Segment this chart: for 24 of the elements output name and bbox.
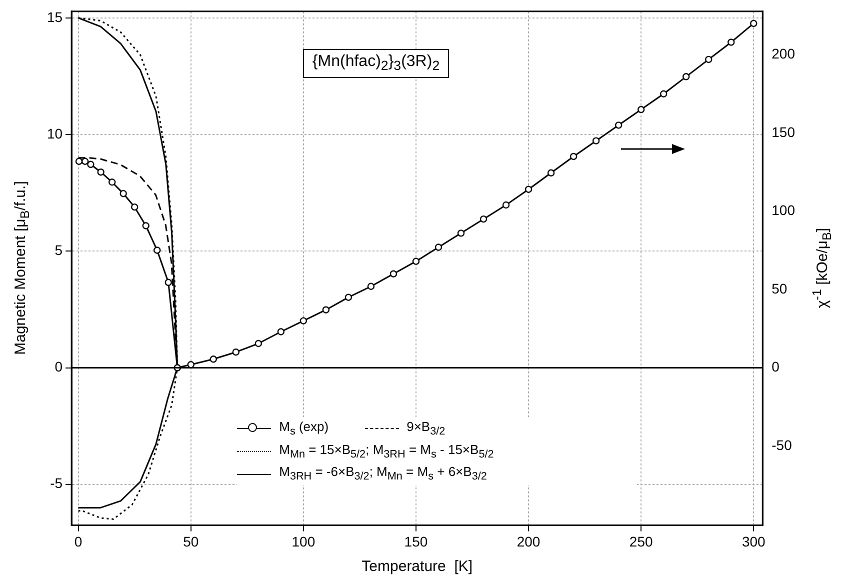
legend-label: M$_{s}$ (exp): [279, 419, 329, 438]
y2-tick-label: 200: [772, 46, 796, 62]
x-tick-label: 50: [183, 533, 199, 550]
y-tick-label: 5: [54, 242, 63, 258]
text: {Mn(hfac)$_{2}$}$_{3}$(3R)$_{2}$: [303, 49, 449, 78]
legend-label: 9×B$_{3/2}$: [406, 419, 446, 438]
x-tick-label: 150: [404, 533, 428, 550]
x-axis-title: Temperature [K]: [362, 558, 473, 576]
y-tick-label: -5: [50, 475, 63, 492]
y2-tick-label: 100: [772, 202, 796, 218]
y2-tick-label: -50: [772, 436, 792, 453]
y-tick-label: 10: [46, 125, 63, 142]
x-tick-label: 250: [629, 533, 653, 550]
y-tick-label: 15: [46, 8, 63, 25]
x-tick-label: 200: [516, 533, 540, 550]
text: M$_{Mn}$ = 15×B$_{5/2}$; M$_{3R}$$_{H}$ = M$_{s}$ - 15×B$_{5/2}$: [279, 442, 494, 460]
x-tick-label: 0: [74, 533, 82, 550]
text: M$_{3R}$$_{H}$ = -6×B$_{3/2}$; M$_{Mn}$ = M$_{s}$ + 6×B$_{3/2}$: [279, 464, 487, 483]
y-tick-label: 0: [54, 358, 63, 375]
x-tick-label: 100: [292, 533, 316, 550]
y2-tick-label: 0: [772, 358, 780, 375]
y2-tick-label: 50: [772, 280, 788, 296]
x-tick-label: 300: [742, 533, 766, 550]
y2-tick-label: 150: [772, 124, 796, 140]
